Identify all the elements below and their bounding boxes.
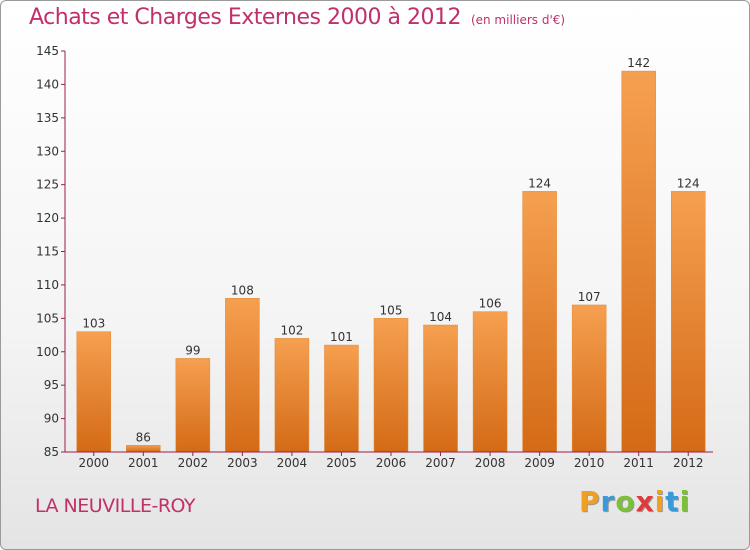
x-tick-label: 2011 xyxy=(623,456,654,470)
bar-2006[interactable] xyxy=(373,318,409,453)
bar-2011[interactable] xyxy=(621,70,656,453)
chart-subtitle: (en milliers d'€) xyxy=(470,13,566,27)
bar-value-label: 106 xyxy=(479,297,502,311)
x-tick-label: 2001 xyxy=(128,456,159,470)
bar-2003[interactable] xyxy=(225,298,260,453)
bar-value-label: 99 xyxy=(185,343,200,357)
title-block: Achats et Charges Externes 2000 à 2012 (e… xyxy=(29,5,565,30)
x-tick-label: 2009 xyxy=(524,456,555,470)
bar-value-label: 86 xyxy=(136,430,151,444)
x-tick-label: 2012 xyxy=(673,456,704,470)
x-tick-label: 2002 xyxy=(178,456,209,470)
logo-letter: o xyxy=(615,485,636,518)
x-tick-label: 2007 xyxy=(425,456,456,470)
y-tick-label: 145 xyxy=(36,44,59,58)
y-tick-label: 140 xyxy=(36,77,59,91)
bar-value-label: 142 xyxy=(627,56,650,70)
bar-value-label: 103 xyxy=(82,317,105,331)
x-tick-label: 2008 xyxy=(475,456,506,470)
y-tick-label: 95 xyxy=(44,378,59,392)
x-axis: 2000 2001 2002 2003 2004 2005 2006 2007 2008 2009… xyxy=(65,451,713,470)
bar-value-label: 107 xyxy=(578,290,601,304)
bar-value-label: 104 xyxy=(429,310,452,324)
x-tick-label: 2000 xyxy=(78,456,109,470)
x-tick-label: 2006 xyxy=(376,456,407,470)
bar-2009[interactable] xyxy=(522,191,557,453)
bar-value-label: 105 xyxy=(380,303,403,317)
y-tick-label: 85 xyxy=(44,445,59,459)
bar-2007[interactable] xyxy=(423,324,458,453)
logo-letter: x xyxy=(635,485,655,518)
chart-title: Achats et Charges Externes 2000 à 2012 xyxy=(29,5,461,30)
x-tick-label: 2003 xyxy=(227,456,258,470)
bar-value-label: 108 xyxy=(231,283,254,297)
bar-2002[interactable] xyxy=(175,358,211,453)
bar-2001[interactable] xyxy=(126,445,161,453)
bar-2005[interactable] xyxy=(324,344,359,453)
x-tick-label: 2004 xyxy=(277,456,308,470)
bar-2012[interactable] xyxy=(670,191,706,453)
bar-value-label: 124 xyxy=(677,176,700,190)
logo-letter: i xyxy=(654,485,666,518)
logo-letter: t xyxy=(665,485,680,518)
y-tick-label: 125 xyxy=(36,178,59,192)
place-name: LA NEUVILLE-ROY xyxy=(35,495,196,517)
x-tick-label: 2010 xyxy=(574,456,605,470)
proxiti-logo[interactable]: Proxiti xyxy=(579,485,690,518)
y-tick-label: 90 xyxy=(44,412,59,426)
y-tick-label: 105 xyxy=(36,311,59,325)
y-tick-label: 100 xyxy=(36,345,59,359)
bar-value-label: 124 xyxy=(528,176,551,190)
y-tick-label: 120 xyxy=(36,211,59,225)
logo-letter: i xyxy=(679,485,691,518)
bar-value-label: 101 xyxy=(330,330,353,344)
logo-letter: P xyxy=(579,485,601,518)
x-tick-label: 2005 xyxy=(326,456,357,470)
bar-2010[interactable] xyxy=(571,304,607,453)
y-tick-label: 115 xyxy=(36,245,59,259)
bar-2008[interactable] xyxy=(472,311,508,453)
y-tick-label: 135 xyxy=(36,111,59,125)
y-tick-label: 130 xyxy=(36,144,59,158)
y-tick-label: 110 xyxy=(36,278,59,292)
y-axis: 85 90 95 100 105 110 115 120 125 130 135 140 145 xyxy=(36,44,66,459)
bar-2000[interactable] xyxy=(76,331,112,453)
logo-letter: r xyxy=(600,485,616,518)
bar-2004[interactable] xyxy=(274,338,310,453)
bar-value-label: 102 xyxy=(280,323,303,337)
bars: 103 86 99 108 102 101 105 104 106 124 107 142 124 xyxy=(76,56,706,453)
